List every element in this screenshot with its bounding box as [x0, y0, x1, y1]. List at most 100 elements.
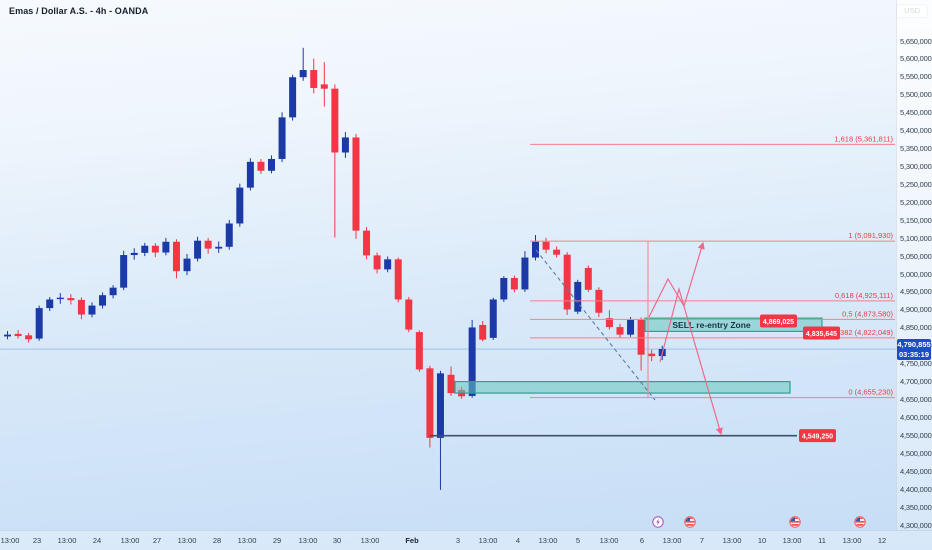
- projection-arrow[interactable]: [659, 286, 723, 436]
- candle-body: [384, 259, 392, 270]
- fib-level-label: 0,618 (4,925,111): [835, 291, 894, 300]
- price-axis-label: 4,950,000: [900, 287, 932, 297]
- candle-body: [141, 245, 149, 253]
- time-axis-label: 13:00: [478, 536, 498, 545]
- candle-body: [394, 259, 402, 300]
- candle-body: [363, 230, 371, 256]
- fib-level-label: 1,618 (5,361,811): [834, 134, 893, 143]
- candle-body: [14, 333, 22, 337]
- price-axis-label: 4,400,000: [900, 484, 932, 494]
- candle-body: [468, 327, 476, 396]
- price-axis-label: 4,850,000: [900, 323, 932, 333]
- candle-body: [225, 223, 233, 247]
- price-axis-label: 4,500,000: [900, 448, 932, 458]
- current-price-label: 4,790,855 03:35:19: [897, 338, 931, 360]
- time-axis-label: 30: [332, 536, 342, 545]
- price-axis-label: 5,400,000: [900, 126, 932, 136]
- price-tag-text: 4,869,025: [763, 319, 794, 326]
- time-axis-label: Feb: [405, 536, 419, 545]
- fib-level-label: 0 (4,655,230): [848, 388, 893, 397]
- candle-body: [648, 353, 656, 357]
- price-axis[interactable]: 4,790,855 03:35:19 5,650,000 5,600,000 5,5…: [896, 0, 932, 530]
- candle-body: [109, 287, 117, 296]
- price-axis-label: 4,750,000: [900, 359, 932, 369]
- candle-body: [25, 335, 33, 340]
- fib-level-label: 0,5 (4,873,580): [842, 309, 893, 318]
- time-axis-label: 13:00: [0, 536, 20, 545]
- candle-body: [331, 88, 339, 153]
- time-axis-label: 5: [575, 536, 581, 545]
- price-axis-label: 4,650,000: [900, 395, 932, 405]
- current-price-value: 4,790,855: [897, 339, 931, 349]
- projection-arrow[interactable]: [648, 241, 705, 318]
- symbol-title[interactable]: Emas / Dollar A.S. - 4h - OANDA: [9, 6, 149, 16]
- candle-body: [268, 158, 275, 171]
- time-axis-label: 3: [455, 536, 461, 545]
- chart-canvas[interactable]: SELL re-entry Zone 1,618 (5,361,811) 1 (5,…: [0, 0, 897, 550]
- candle-body: [373, 255, 381, 270]
- time-axis-label: 4: [515, 536, 521, 545]
- dashed-trendline[interactable]: [535, 249, 656, 401]
- candle-body: [46, 299, 54, 309]
- time-axis-label: 29: [272, 536, 282, 545]
- candle-body: [415, 332, 423, 370]
- time-axis-label: 28: [212, 536, 222, 545]
- price-axis-label: 4,550,000: [900, 430, 932, 440]
- time-axis-label: 12: [877, 536, 887, 545]
- candle-body: [320, 84, 328, 89]
- candle-body: [67, 298, 75, 301]
- time-axis-label: 13:00: [722, 536, 742, 545]
- supply-demand-zone[interactable]: [454, 380, 791, 394]
- price-axis-label: 5,650,000: [900, 36, 932, 46]
- candle-body: [542, 241, 550, 250]
- candle-body: [246, 161, 254, 188]
- zone-label: SELL re-entry Zone: [672, 320, 751, 330]
- price-axis-label: 5,100,000: [900, 233, 932, 243]
- price-axis-label: 5,150,000: [900, 215, 932, 225]
- candle-body: [194, 240, 202, 259]
- candle-body: [236, 187, 244, 224]
- candle-body: [4, 334, 11, 337]
- candle-body: [405, 299, 413, 330]
- candle-body: [616, 327, 624, 335]
- candle-body: [289, 77, 297, 118]
- price-axis-label: 4,900,000: [900, 305, 932, 315]
- price-axis-label: 4,450,000: [900, 466, 932, 476]
- candle-body: [637, 319, 645, 355]
- candle-body: [204, 240, 212, 249]
- candle-body: [352, 137, 360, 231]
- price-axis-label: 4,600,000: [900, 412, 932, 422]
- time-axis-label: 13:00: [538, 536, 558, 545]
- time-axis-label: 13:00: [57, 536, 77, 545]
- candle-body: [500, 277, 508, 300]
- price-tag-pill: [760, 314, 797, 328]
- price-axis-label: 5,500,000: [900, 90, 932, 100]
- candle-body: [563, 254, 571, 310]
- economic-event-lightning-icon[interactable]: [652, 516, 664, 528]
- candle-body: [278, 117, 286, 159]
- time-axis-label: 7: [699, 536, 705, 545]
- candle-body: [120, 255, 128, 288]
- candle-body: [447, 374, 455, 394]
- candle-body: [426, 368, 434, 438]
- candle-body: [183, 258, 191, 272]
- time-axis-label: 13:00: [237, 536, 257, 545]
- candle-body: [35, 308, 43, 339]
- time-axis-label: 11: [818, 536, 826, 545]
- fib-level-label: 0,382 (4,822,049): [834, 328, 894, 337]
- candle-body: [574, 281, 582, 312]
- fib-level-label: 1 (5,091,930): [848, 231, 893, 240]
- candle-body: [584, 267, 592, 290]
- candle-body: [257, 161, 265, 171]
- time-axis-label: 13:00: [360, 536, 380, 545]
- bar-countdown: 03:35:19: [898, 349, 930, 359]
- candle-body: [88, 305, 96, 315]
- candle-body: [553, 249, 561, 255]
- time-axis[interactable]: 13:00 23 13:00 24 13:00 27 13:00 28 13:00 29 13:00…: [0, 530, 932, 550]
- candle-body: [436, 373, 444, 438]
- time-axis-label: 13:00: [782, 536, 802, 545]
- candle-body: [215, 246, 223, 249]
- candle-body: [172, 241, 180, 272]
- candle-body: [151, 245, 159, 253]
